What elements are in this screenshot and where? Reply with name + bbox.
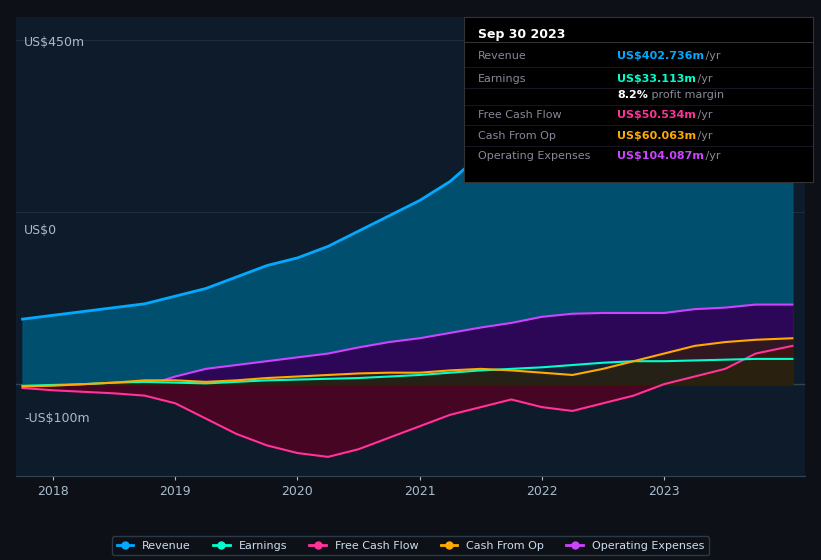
Text: /yr: /yr [695, 130, 713, 141]
Text: US$33.113m: US$33.113m [617, 74, 696, 84]
Text: /yr: /yr [702, 52, 720, 62]
Text: /yr: /yr [695, 110, 713, 120]
Text: Cash From Op: Cash From Op [478, 130, 556, 141]
Text: -US$100m: -US$100m [25, 412, 90, 425]
Text: US$402.736m: US$402.736m [617, 52, 704, 62]
Text: Earnings: Earnings [478, 74, 526, 84]
Text: Sep 30 2023: Sep 30 2023 [478, 29, 565, 41]
Text: /yr: /yr [702, 151, 720, 161]
Text: US$450m: US$450m [25, 36, 85, 49]
Text: Operating Expenses: Operating Expenses [478, 151, 590, 161]
Text: 8.2%: 8.2% [617, 90, 649, 100]
Text: US$0: US$0 [25, 224, 57, 237]
Text: profit margin: profit margin [648, 90, 724, 100]
Text: US$60.063m: US$60.063m [617, 130, 696, 141]
Text: US$104.087m: US$104.087m [617, 151, 704, 161]
Text: US$50.534m: US$50.534m [617, 110, 696, 120]
Text: Free Cash Flow: Free Cash Flow [478, 110, 562, 120]
Text: Revenue: Revenue [478, 52, 526, 62]
Text: /yr: /yr [695, 74, 713, 84]
Legend: Revenue, Earnings, Free Cash Flow, Cash From Op, Operating Expenses: Revenue, Earnings, Free Cash Flow, Cash … [112, 536, 709, 556]
